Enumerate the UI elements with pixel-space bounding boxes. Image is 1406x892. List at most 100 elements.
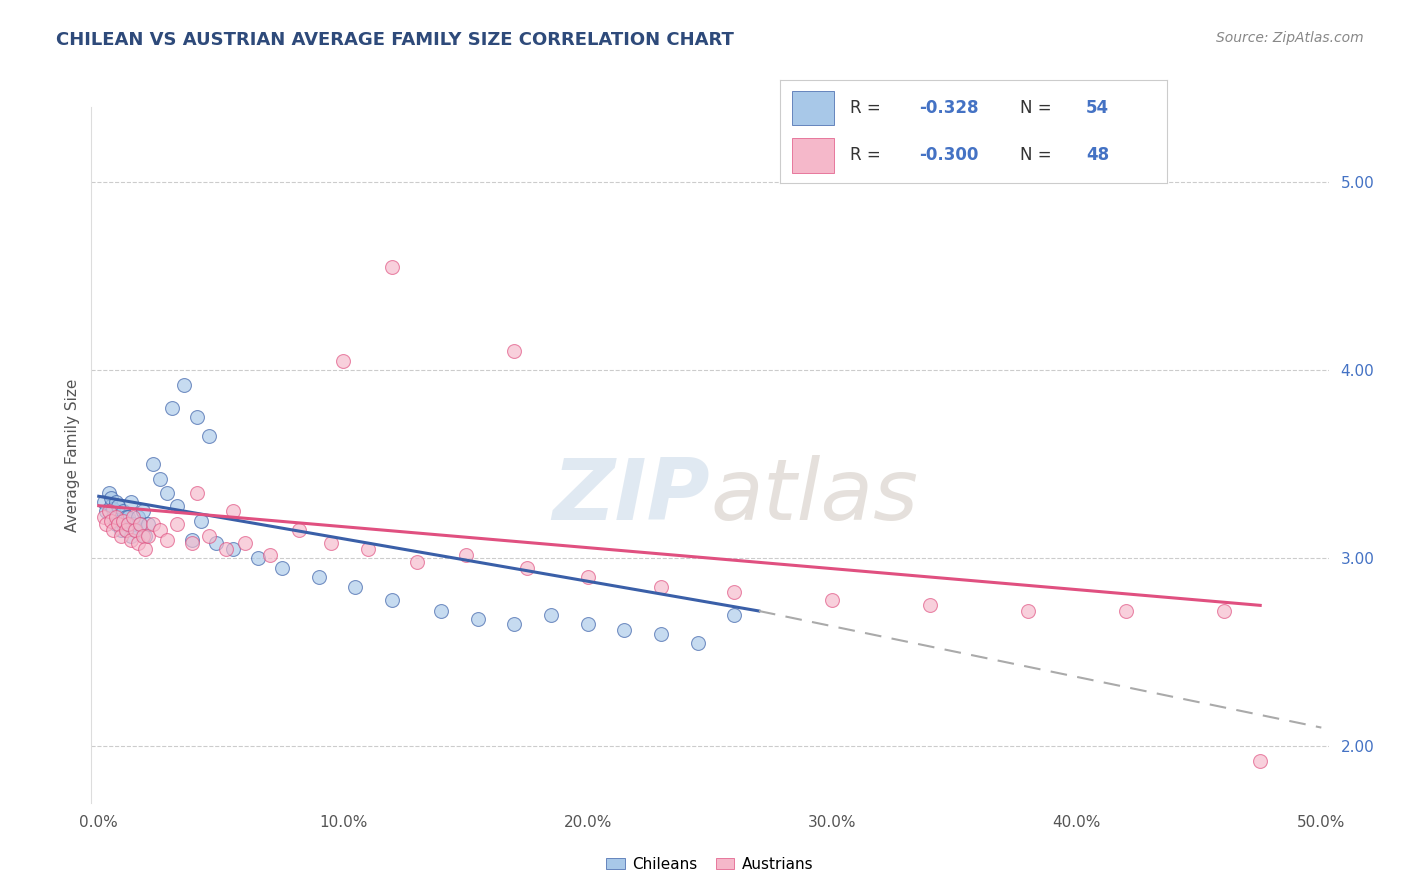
Text: R =: R = — [849, 146, 886, 164]
Point — [134, 529, 156, 543]
Point — [136, 529, 159, 543]
Point — [104, 495, 127, 509]
Point — [132, 529, 155, 543]
Text: Source: ZipAtlas.com: Source: ZipAtlas.com — [1216, 31, 1364, 45]
Point — [124, 523, 146, 537]
Point — [122, 517, 145, 532]
Point — [271, 560, 294, 574]
Point — [97, 504, 120, 518]
Point — [319, 536, 342, 550]
Point — [103, 510, 125, 524]
Point — [821, 592, 844, 607]
Point — [503, 617, 526, 632]
Point — [357, 541, 380, 556]
Point — [129, 517, 152, 532]
Point — [186, 485, 208, 500]
Point — [141, 458, 163, 472]
Point — [259, 548, 281, 562]
Point — [173, 378, 195, 392]
Point — [920, 599, 942, 613]
Point — [1115, 604, 1137, 618]
Point — [100, 514, 122, 528]
Point — [117, 517, 139, 532]
Point — [686, 636, 709, 650]
Point — [94, 517, 117, 532]
Point — [246, 551, 269, 566]
Point — [114, 523, 136, 537]
Y-axis label: Average Family Size: Average Family Size — [65, 378, 80, 532]
Point — [103, 502, 125, 516]
Text: 48: 48 — [1085, 146, 1109, 164]
Point — [107, 499, 129, 513]
Point — [127, 536, 149, 550]
Text: -0.328: -0.328 — [920, 99, 979, 117]
Point — [100, 499, 122, 513]
Point — [467, 611, 489, 625]
Point — [197, 529, 219, 543]
Point — [122, 510, 145, 524]
Point — [1212, 604, 1234, 618]
Text: ZIP: ZIP — [553, 455, 710, 538]
Point — [117, 517, 139, 532]
FancyBboxPatch shape — [792, 137, 835, 173]
Point — [235, 536, 257, 550]
Point — [124, 523, 146, 537]
Point — [114, 510, 136, 524]
Point — [222, 504, 245, 518]
Point — [156, 533, 179, 547]
Text: 54: 54 — [1085, 99, 1109, 117]
Point — [381, 592, 404, 607]
Text: atlas: atlas — [710, 455, 918, 538]
Point — [723, 585, 745, 599]
Point — [107, 510, 129, 524]
Point — [180, 533, 202, 547]
Point — [129, 517, 152, 532]
Point — [112, 517, 135, 532]
Point — [576, 617, 599, 632]
Point — [93, 510, 115, 524]
Text: R =: R = — [849, 99, 886, 117]
Point — [166, 517, 188, 532]
Point — [110, 529, 132, 543]
Point — [156, 485, 179, 500]
Text: N =: N = — [1021, 146, 1057, 164]
Point — [117, 510, 139, 524]
Point — [540, 607, 562, 622]
Point — [723, 607, 745, 622]
Point — [107, 517, 129, 532]
Point — [141, 517, 163, 532]
Point — [1017, 604, 1039, 618]
Point — [344, 580, 367, 594]
Point — [205, 536, 228, 550]
Point — [308, 570, 330, 584]
Point — [180, 536, 202, 550]
Point — [160, 401, 183, 415]
Point — [405, 555, 427, 569]
Text: N =: N = — [1021, 99, 1057, 117]
Text: -0.300: -0.300 — [920, 146, 979, 164]
Point — [110, 523, 132, 537]
Point — [127, 510, 149, 524]
Point — [104, 517, 127, 532]
Point — [112, 514, 135, 528]
Point — [288, 523, 311, 537]
Point — [132, 504, 155, 518]
Point — [454, 548, 477, 562]
Legend: Chileans, Austrians: Chileans, Austrians — [606, 856, 814, 871]
Point — [120, 533, 142, 547]
Point — [112, 504, 135, 518]
Point — [166, 499, 188, 513]
Point — [110, 514, 132, 528]
Point — [1249, 755, 1271, 769]
Point — [576, 570, 599, 584]
Point — [149, 523, 172, 537]
FancyBboxPatch shape — [792, 91, 835, 126]
Point — [120, 529, 142, 543]
Point — [136, 517, 159, 532]
Point — [197, 429, 219, 443]
Text: CHILEAN VS AUSTRIAN AVERAGE FAMILY SIZE CORRELATION CHART: CHILEAN VS AUSTRIAN AVERAGE FAMILY SIZE … — [56, 31, 734, 49]
Point — [650, 580, 672, 594]
Point — [650, 626, 672, 640]
Point — [94, 504, 117, 518]
Point — [516, 560, 538, 574]
